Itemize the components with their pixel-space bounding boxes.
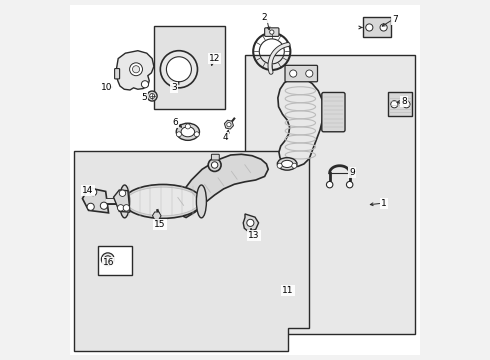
Bar xyxy=(363,18,391,37)
Ellipse shape xyxy=(126,187,199,216)
Ellipse shape xyxy=(277,158,297,170)
Text: 10: 10 xyxy=(101,83,113,92)
Circle shape xyxy=(391,101,398,108)
Circle shape xyxy=(208,158,221,171)
Text: 9: 9 xyxy=(349,168,355,177)
Circle shape xyxy=(101,253,114,266)
Bar xyxy=(245,55,415,334)
Circle shape xyxy=(366,24,373,31)
Circle shape xyxy=(167,57,192,82)
Circle shape xyxy=(346,181,353,188)
Text: 1: 1 xyxy=(381,199,387,208)
Ellipse shape xyxy=(196,185,206,218)
Text: 11: 11 xyxy=(282,286,294,295)
Circle shape xyxy=(119,190,126,197)
Circle shape xyxy=(160,51,197,88)
Circle shape xyxy=(403,101,410,108)
FancyBboxPatch shape xyxy=(322,93,345,132)
Text: 14: 14 xyxy=(82,186,94,195)
Circle shape xyxy=(194,132,199,137)
FancyBboxPatch shape xyxy=(211,154,220,160)
Circle shape xyxy=(211,162,218,168)
Circle shape xyxy=(130,63,143,76)
Bar xyxy=(154,26,225,109)
Bar xyxy=(388,93,412,116)
Circle shape xyxy=(292,163,297,168)
Text: 4: 4 xyxy=(222,132,228,141)
Text: 3: 3 xyxy=(172,83,177,92)
Text: 12: 12 xyxy=(209,54,221,63)
FancyBboxPatch shape xyxy=(285,65,318,82)
Circle shape xyxy=(176,132,181,137)
Circle shape xyxy=(104,256,111,263)
Polygon shape xyxy=(278,77,323,166)
Polygon shape xyxy=(117,51,154,90)
Circle shape xyxy=(123,204,130,211)
Circle shape xyxy=(247,219,254,226)
Polygon shape xyxy=(82,188,109,213)
Polygon shape xyxy=(177,154,268,217)
Circle shape xyxy=(90,189,97,196)
Circle shape xyxy=(290,70,297,77)
Circle shape xyxy=(270,30,274,34)
Text: 2: 2 xyxy=(262,13,268,22)
Circle shape xyxy=(306,70,313,77)
FancyBboxPatch shape xyxy=(265,28,279,36)
Ellipse shape xyxy=(181,127,195,137)
Ellipse shape xyxy=(281,160,293,167)
Circle shape xyxy=(380,24,387,31)
Circle shape xyxy=(142,81,148,88)
Ellipse shape xyxy=(176,123,199,140)
Circle shape xyxy=(132,66,140,73)
Circle shape xyxy=(100,202,107,209)
Text: 5: 5 xyxy=(141,93,147,102)
Circle shape xyxy=(147,91,157,101)
Polygon shape xyxy=(74,152,309,351)
Text: 15: 15 xyxy=(154,220,166,229)
Circle shape xyxy=(87,203,94,210)
Circle shape xyxy=(118,204,124,211)
Circle shape xyxy=(185,124,190,129)
Text: 6: 6 xyxy=(172,118,178,127)
Circle shape xyxy=(326,181,333,188)
Ellipse shape xyxy=(120,185,130,218)
Polygon shape xyxy=(243,214,259,232)
Polygon shape xyxy=(114,190,130,212)
Text: 8: 8 xyxy=(401,97,407,106)
Ellipse shape xyxy=(123,184,202,219)
Text: 13: 13 xyxy=(248,231,260,240)
Circle shape xyxy=(277,163,282,168)
FancyBboxPatch shape xyxy=(115,68,120,79)
Circle shape xyxy=(227,122,231,127)
Text: 7: 7 xyxy=(392,15,398,24)
Text: 16: 16 xyxy=(103,258,114,267)
Circle shape xyxy=(149,94,155,99)
Bar xyxy=(98,246,132,275)
